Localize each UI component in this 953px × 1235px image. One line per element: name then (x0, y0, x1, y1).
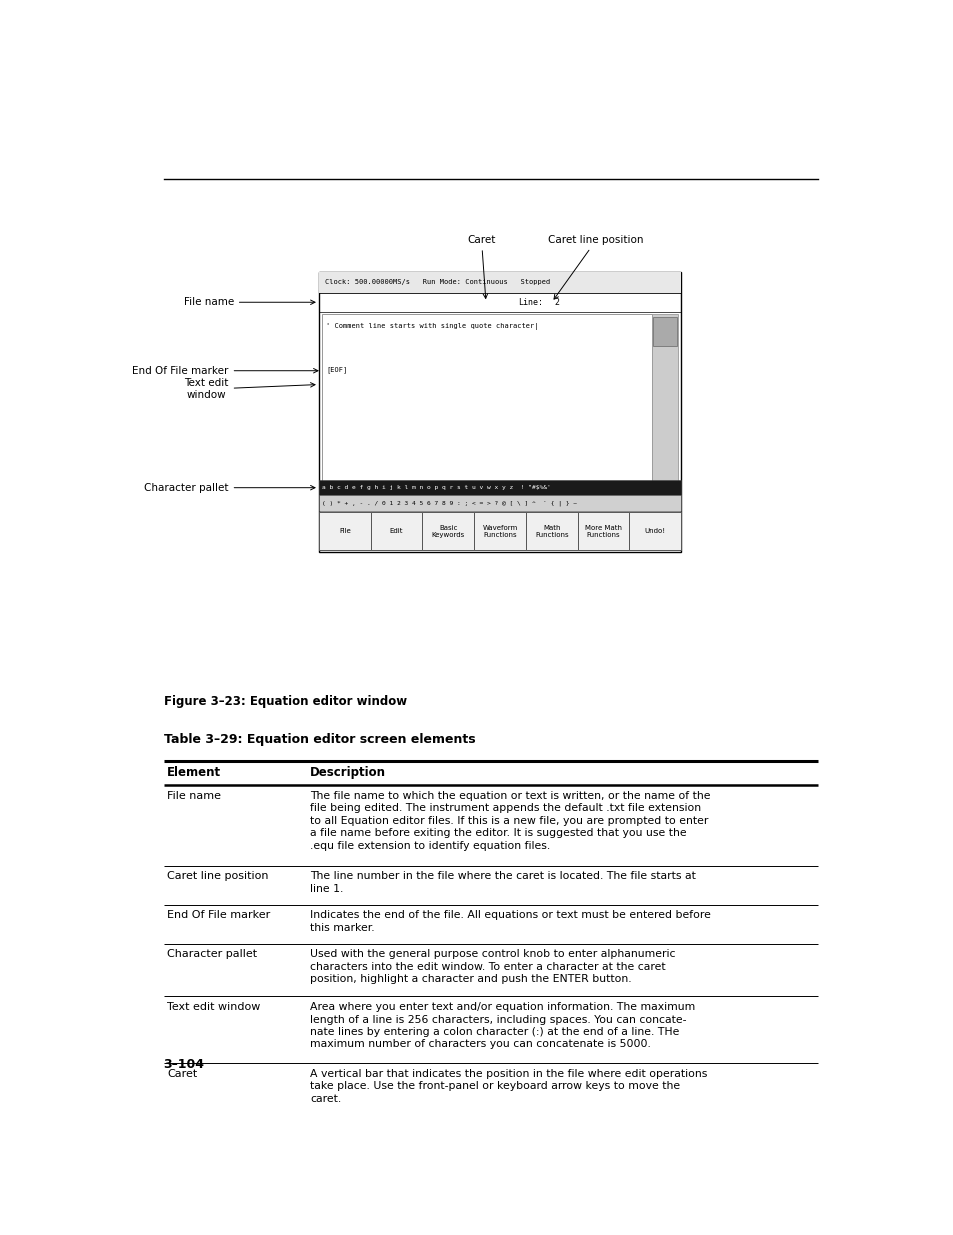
Bar (653, 317, 676, 346)
Text: The file name to which the equation or text is written, or the name of the
file : The file name to which the equation or t… (310, 792, 710, 851)
Bar (318, 480, 680, 495)
Text: Element: Element (167, 767, 221, 779)
Text: End Of File marker: End Of File marker (132, 366, 317, 375)
Text: Caret: Caret (467, 235, 496, 299)
Text: 3–104: 3–104 (164, 1057, 204, 1071)
Bar (318, 272, 680, 293)
Text: a b c d e f g h i j k l m n o p q r s t u v w x y z  ! "#$%&': a b c d e f g h i j k l m n o p q r s t … (321, 485, 550, 490)
Text: File name: File name (183, 298, 314, 308)
Text: Text edit window: Text edit window (167, 1002, 260, 1013)
Text: [EOF]: [EOF] (326, 366, 347, 373)
Text: ' Comment line starts with single quote character|: ' Comment line starts with single quote … (326, 324, 538, 330)
Text: Character pallet: Character pallet (144, 483, 314, 493)
Bar (318, 513, 370, 551)
Text: Area where you enter text and/or equation information. The maximum
length of a l: Area where you enter text and/or equatio… (310, 1002, 695, 1050)
Text: Edit: Edit (390, 529, 403, 535)
Text: File name: File name (167, 792, 221, 802)
Text: Character pallet: Character pallet (167, 950, 257, 960)
Bar (651, 314, 678, 494)
Text: Clock: 500.00000MS/s   Run Mode: Continuous   Stopped: Clock: 500.00000MS/s Run Mode: Continuou… (324, 279, 550, 285)
Bar (577, 513, 629, 551)
Bar (525, 513, 577, 551)
Text: More Math
Functions: More Math Functions (584, 525, 621, 538)
Bar (321, 314, 651, 494)
Bar (318, 272, 680, 552)
Text: Caret line position: Caret line position (167, 872, 269, 882)
Text: Line:: Line: (517, 298, 542, 306)
Text: Caret: Caret (167, 1068, 197, 1078)
Text: Figure 3–23: Equation editor window: Figure 3–23: Equation editor window (164, 695, 406, 708)
Bar (318, 495, 680, 510)
Text: ( ) * + , - . / 0 1 2 3 4 5 6 7 8 9 : ; < = > ? @ [ \ ] ^  ` { | } ~: ( ) * + , - . / 0 1 2 3 4 5 6 7 8 9 : ; … (321, 500, 577, 505)
Text: 2: 2 (554, 298, 558, 306)
Text: Undo!: Undo! (644, 529, 665, 535)
Text: The line number in the file where the caret is located. The file starts at
line : The line number in the file where the ca… (310, 872, 695, 894)
Text: Indicates the end of the file. All equations or text must be entered before
this: Indicates the end of the file. All equat… (310, 910, 710, 932)
Text: Caret line position: Caret line position (548, 235, 643, 299)
Text: Waveform
Functions: Waveform Functions (482, 525, 517, 538)
Text: Text edit
window: Text edit window (184, 378, 314, 400)
Text: A vertical bar that indicates the position in the file where edit operations
tak: A vertical bar that indicates the positi… (310, 1068, 706, 1104)
Text: File: File (338, 529, 351, 535)
Text: Math
Functions: Math Functions (535, 525, 568, 538)
Text: Basic
Keywords: Basic Keywords (431, 525, 464, 538)
Bar (474, 513, 525, 551)
Text: Table 3–29: Equation editor screen elements: Table 3–29: Equation editor screen eleme… (164, 734, 475, 746)
Text: End Of File marker: End Of File marker (167, 910, 271, 920)
Bar (629, 513, 680, 551)
Bar (370, 513, 422, 551)
Text: Used with the general purpose control knob to enter alphanumeric
characters into: Used with the general purpose control kn… (310, 950, 675, 984)
Text: Description: Description (310, 767, 386, 779)
Bar (422, 513, 474, 551)
